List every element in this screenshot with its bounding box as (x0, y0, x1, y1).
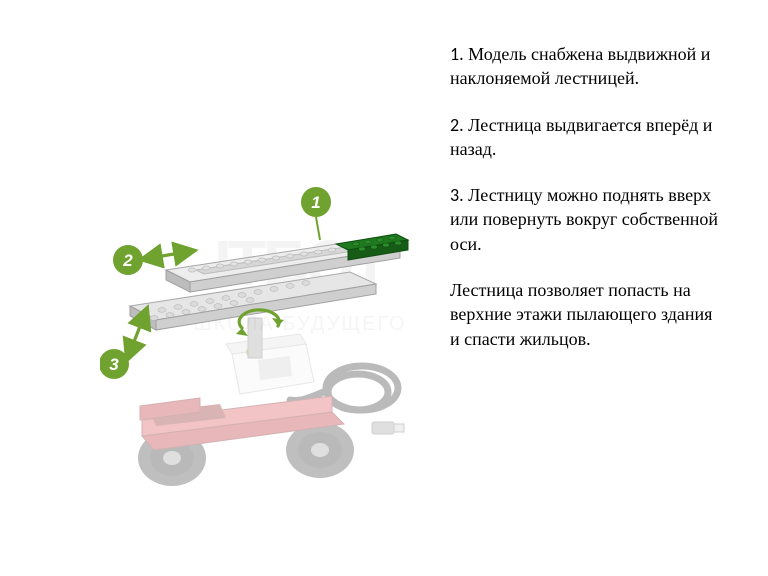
callout-3-label: 3 (109, 355, 119, 374)
paragraph-2: 2. Лестница выдвигается вперёд и назад. (450, 113, 720, 162)
paragraph-4: Лестница позволяет попасть на верхние эт… (450, 278, 720, 351)
p3-number: 3. (450, 184, 464, 206)
p2-text: Лестница выдвигается вперёд и назад. (450, 115, 712, 159)
description-column: 1. Модель снабжена выдвижной и наклоняем… (450, 42, 720, 373)
page: ITБОТ ШКОЛА БУДУЩЕГО (0, 0, 768, 576)
paragraph-1: 1. Модель снабжена выдвижной и наклоняем… (450, 42, 720, 91)
callout-1-label: 1 (311, 193, 320, 212)
p1-text: Модель снабжена выдвижной и наклоняемой … (450, 44, 710, 88)
paragraph-3: 3. Лестницу можно поднять вверх или пове… (450, 183, 720, 256)
p3-text: Лестницу можно поднять вверх или поверну… (450, 185, 718, 254)
p1-number: 1. (450, 43, 464, 65)
p4-text: Лестница позволяет попасть на верхние эт… (450, 280, 712, 349)
callout-2-label: 2 (122, 251, 133, 270)
p2-number: 2. (450, 114, 464, 136)
model-figure: 1 2 3 (100, 160, 420, 490)
